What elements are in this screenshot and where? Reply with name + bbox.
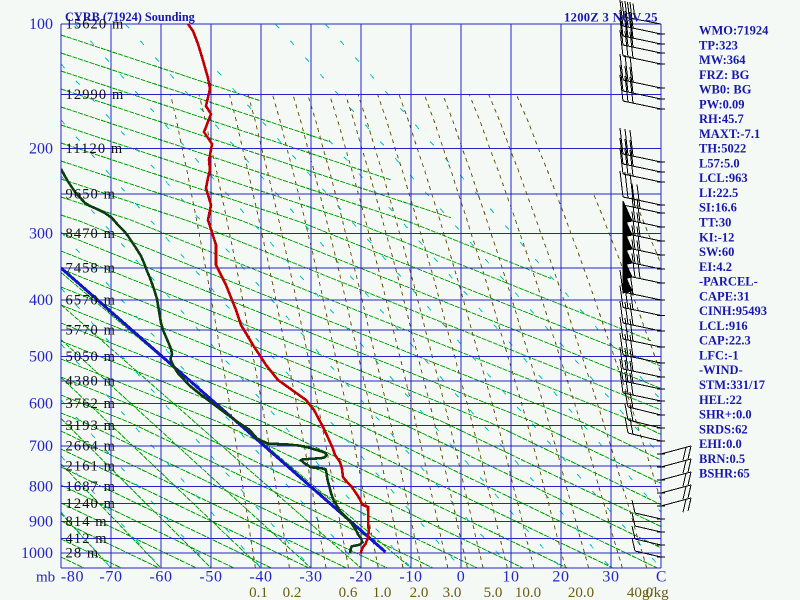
svg-text:20.0: 20.0: [568, 585, 594, 600]
svg-text:CINH:95493: CINH:95493: [699, 304, 767, 318]
svg-text:4380 m: 4380 m: [66, 374, 117, 390]
svg-text:STM:331/17: STM:331/17: [699, 378, 765, 392]
svg-text:200: 200: [29, 141, 53, 158]
svg-text:400: 400: [29, 292, 53, 309]
svg-text:800: 800: [29, 479, 53, 496]
svg-text:700: 700: [29, 438, 53, 455]
svg-text:2664 m: 2664 m: [66, 439, 117, 455]
svg-text:5.0: 5.0: [484, 585, 503, 600]
svg-text:12990 m: 12990 m: [66, 87, 125, 103]
svg-text:412 m: 412 m: [66, 531, 108, 547]
svg-text:LCL:916: LCL:916: [699, 319, 748, 333]
svg-text:RH:45.7: RH:45.7: [699, 112, 744, 126]
svg-text:20: 20: [552, 569, 569, 586]
svg-text:CAP:22.3: CAP:22.3: [699, 334, 751, 348]
svg-text:8470 m: 8470 m: [66, 226, 117, 242]
svg-text:-30: -30: [299, 569, 322, 586]
svg-text:600: 600: [29, 395, 53, 412]
svg-text:5770 m: 5770 m: [66, 323, 117, 339]
svg-text:300: 300: [29, 225, 53, 242]
svg-text:MW:364: MW:364: [699, 53, 746, 67]
svg-text:5050 m: 5050 m: [66, 349, 117, 365]
svg-text:LFC:-1: LFC:-1: [699, 348, 739, 362]
svg-text:1240 m: 1240 m: [66, 496, 117, 512]
svg-text:FRZ: BG: FRZ: BG: [699, 68, 750, 82]
svg-text:3.0: 3.0: [443, 585, 462, 600]
svg-text:WMO:71924: WMO:71924: [699, 24, 769, 38]
svg-text:TP:323: TP:323: [699, 38, 738, 52]
svg-text:mb: mb: [36, 570, 55, 586]
svg-text:100: 100: [29, 16, 53, 33]
svg-text:BSHR:65: BSHR:65: [699, 467, 750, 481]
svg-text:TT:30: TT:30: [699, 216, 731, 230]
svg-text:2161 m: 2161 m: [66, 459, 117, 475]
svg-text:EI:4.2: EI:4.2: [699, 260, 732, 274]
svg-text:11120 m: 11120 m: [66, 141, 124, 157]
svg-text:SW:60: SW:60: [699, 245, 734, 259]
svg-text:g/kg: g/kg: [642, 585, 669, 600]
svg-text:500: 500: [29, 349, 53, 366]
svg-text:-PARCEL-: -PARCEL-: [699, 275, 758, 289]
svg-text:SRDS:62: SRDS:62: [699, 422, 748, 436]
svg-text:6570 m: 6570 m: [66, 293, 117, 309]
svg-text:HEL:22: HEL:22: [699, 393, 742, 407]
svg-text:2.0: 2.0: [410, 585, 429, 600]
svg-text:LCL:963: LCL:963: [699, 171, 748, 185]
svg-text:TH:5022: TH:5022: [699, 142, 746, 156]
svg-text:PW:0.09: PW:0.09: [699, 97, 744, 111]
svg-text:28 m: 28 m: [66, 546, 100, 562]
svg-text:-70: -70: [99, 569, 122, 586]
svg-text:MAXT:-7.1: MAXT:-7.1: [699, 127, 760, 141]
svg-text:-50: -50: [199, 569, 222, 586]
svg-text:0.1: 0.1: [249, 585, 268, 600]
svg-text:3762 m: 3762 m: [66, 396, 117, 412]
svg-text:0.2: 0.2: [283, 585, 302, 600]
svg-text:-20: -20: [349, 569, 372, 586]
svg-text:BRN:0.5: BRN:0.5: [699, 452, 745, 466]
svg-text:SI:16.6: SI:16.6: [699, 201, 737, 215]
svg-text:15620 m: 15620 m: [66, 17, 125, 33]
svg-text:1000: 1000: [21, 545, 53, 562]
svg-text:900: 900: [29, 513, 53, 530]
svg-text:EHI:0.0: EHI:0.0: [699, 437, 742, 451]
svg-text:L57:5.0: L57:5.0: [699, 156, 740, 170]
svg-text:-WIND-: -WIND-: [699, 363, 743, 377]
svg-text:814 m: 814 m: [66, 514, 108, 530]
svg-text:SHR+:0.0: SHR+:0.0: [699, 408, 752, 422]
svg-text:LI:22.5: LI:22.5: [699, 186, 738, 200]
svg-text:1.0: 1.0: [373, 585, 392, 600]
svg-text:-60: -60: [149, 569, 172, 586]
svg-text:3193 m: 3193 m: [66, 418, 117, 434]
svg-text:WB0: BG: WB0: BG: [699, 83, 752, 97]
svg-text:40.0: 40.0: [627, 585, 653, 600]
svg-text:CYRB (71924) Sounding: CYRB (71924) Sounding: [65, 10, 196, 24]
svg-text:0.6: 0.6: [339, 585, 358, 600]
svg-text:10.0: 10.0: [515, 585, 541, 600]
svg-text:1200Z 3 NOV 25: 1200Z 3 NOV 25: [564, 11, 658, 25]
svg-text:C: C: [656, 569, 666, 586]
svg-text:30: 30: [602, 569, 619, 586]
svg-text:0: 0: [457, 569, 466, 586]
svg-text:CAPE:31: CAPE:31: [699, 289, 750, 303]
svg-text:-80: -80: [61, 569, 84, 586]
svg-text:9650 m: 9650 m: [66, 186, 117, 202]
svg-text:-10: -10: [399, 569, 422, 586]
svg-text:1687 m: 1687 m: [66, 479, 117, 495]
svg-text:10: 10: [502, 569, 519, 586]
svg-text:KI:-12: KI:-12: [699, 230, 734, 244]
svg-text:-40: -40: [249, 569, 272, 586]
svg-text:7458 m: 7458 m: [66, 261, 117, 277]
